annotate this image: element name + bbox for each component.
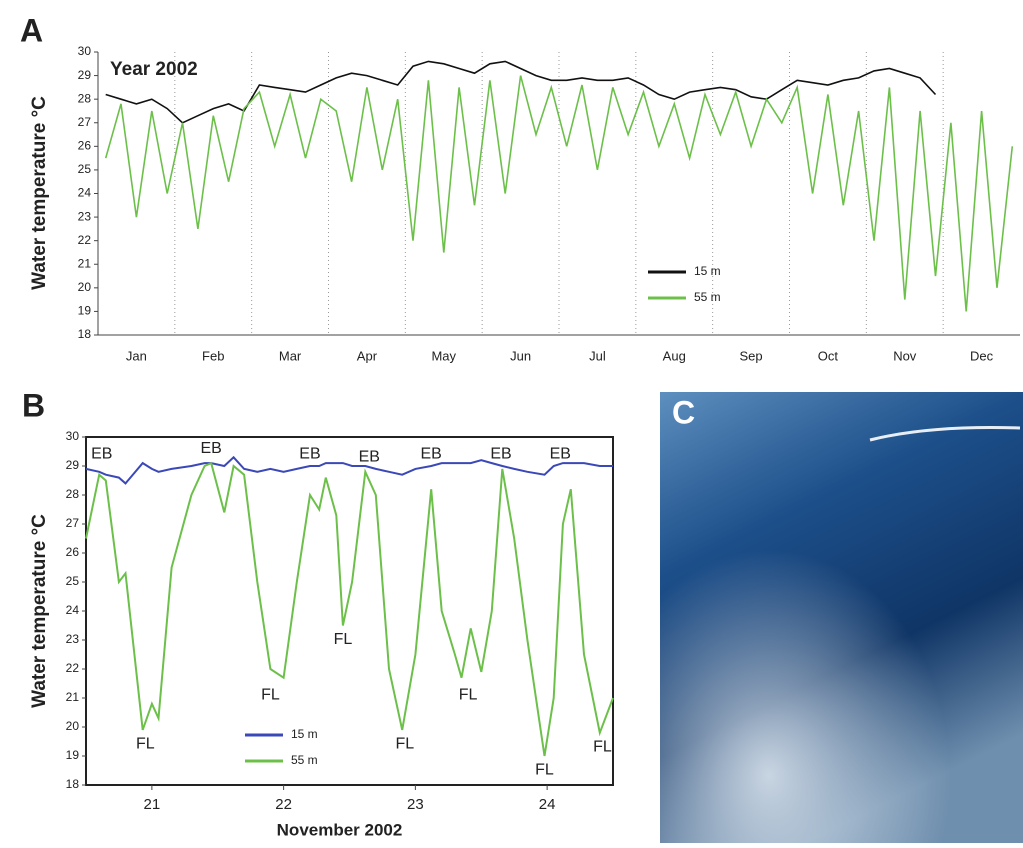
- annotation: EB: [550, 446, 571, 463]
- y-tick-label: 21: [66, 690, 80, 704]
- y-tick-label: 22: [78, 233, 92, 247]
- x-tick-label: 22: [275, 796, 292, 813]
- panel-label: B: [22, 387, 45, 423]
- x-tick-label: 24: [539, 796, 556, 813]
- x-tick-label: Feb: [202, 348, 224, 363]
- plot-frame: [85, 436, 614, 786]
- y-tick-label: 24: [66, 603, 80, 617]
- y-tick-label: 23: [66, 632, 80, 646]
- series-line: [85, 455, 613, 485]
- y-tick-label: 20: [78, 280, 92, 294]
- y-tick-label: 19: [66, 748, 80, 762]
- x-axis-label: November 2002: [277, 820, 403, 839]
- x-tick-label: 23: [407, 796, 424, 813]
- y-tick-label: 28: [78, 91, 92, 105]
- annotation: FL: [395, 736, 414, 753]
- photo-panel: C: [660, 392, 1023, 843]
- annotation: EB: [490, 446, 511, 463]
- y-tick-label: 28: [66, 487, 80, 501]
- annotation: FL: [261, 686, 280, 703]
- y-tick-label: 25: [78, 162, 92, 176]
- annotation: EB: [200, 440, 221, 457]
- photo-wake: [869, 426, 1021, 442]
- y-tick-label: 24: [78, 186, 92, 200]
- x-tick-label: Apr: [357, 348, 378, 363]
- x-tick-label: May: [431, 348, 456, 363]
- annotation: FL: [334, 631, 353, 648]
- series-line: [85, 461, 614, 757]
- y-tick-label: 29: [78, 68, 92, 82]
- x-tick-label: Dec: [970, 348, 994, 363]
- y-tick-label: 20: [66, 719, 80, 733]
- annotation: FL: [459, 686, 478, 703]
- legend-label: 55 m: [694, 290, 721, 304]
- annotation: FL: [593, 739, 612, 756]
- annotation: FL: [136, 736, 155, 753]
- legend-label: 15 m: [694, 264, 721, 278]
- annotation: EB: [421, 446, 442, 463]
- x-tick-label: Jul: [589, 348, 606, 363]
- x-tick-label: Mar: [279, 348, 302, 363]
- y-tick-label: 30: [66, 429, 80, 443]
- photo-foam: [660, 392, 1023, 843]
- x-tick-label: 21: [144, 796, 161, 813]
- y-tick-label: 18: [66, 777, 80, 791]
- y-tick-label: 26: [66, 545, 80, 559]
- y-axis-label: Water temperature °C: [29, 96, 50, 290]
- x-tick-label: Jun: [510, 348, 531, 363]
- y-axis-label: Water temperature °C: [29, 514, 50, 708]
- y-tick-label: 29: [66, 458, 80, 472]
- y-tick-label: 23: [78, 209, 92, 223]
- series-line: [104, 75, 1014, 312]
- y-tick-label: 18: [78, 327, 92, 341]
- y-tick-label: 27: [66, 516, 80, 530]
- annotation: EB: [91, 446, 112, 463]
- subtitle: Year 2002: [110, 59, 198, 80]
- y-tick-label: 27: [78, 115, 92, 129]
- y-tick-label: 22: [66, 661, 80, 675]
- panel-label: A: [20, 12, 43, 48]
- x-tick-label: Aug: [663, 348, 686, 363]
- legend-label: 55 m: [291, 753, 318, 767]
- panel-label: C: [672, 394, 695, 430]
- annotation: EB: [359, 449, 380, 466]
- annotation: FL: [535, 762, 554, 779]
- y-tick-label: 19: [78, 304, 92, 318]
- legend-label: 15 m: [291, 727, 318, 741]
- x-tick-label: Nov: [893, 348, 917, 363]
- y-tick-label: 21: [78, 256, 92, 270]
- y-tick-label: 25: [66, 574, 80, 588]
- series-line: [105, 60, 937, 124]
- x-tick-label: Sep: [740, 348, 763, 363]
- y-tick-label: 26: [78, 139, 92, 153]
- annotation: EB: [299, 446, 320, 463]
- y-tick-label: 30: [78, 44, 92, 58]
- x-tick-label: Oct: [818, 348, 839, 363]
- x-tick-label: Jan: [126, 348, 147, 363]
